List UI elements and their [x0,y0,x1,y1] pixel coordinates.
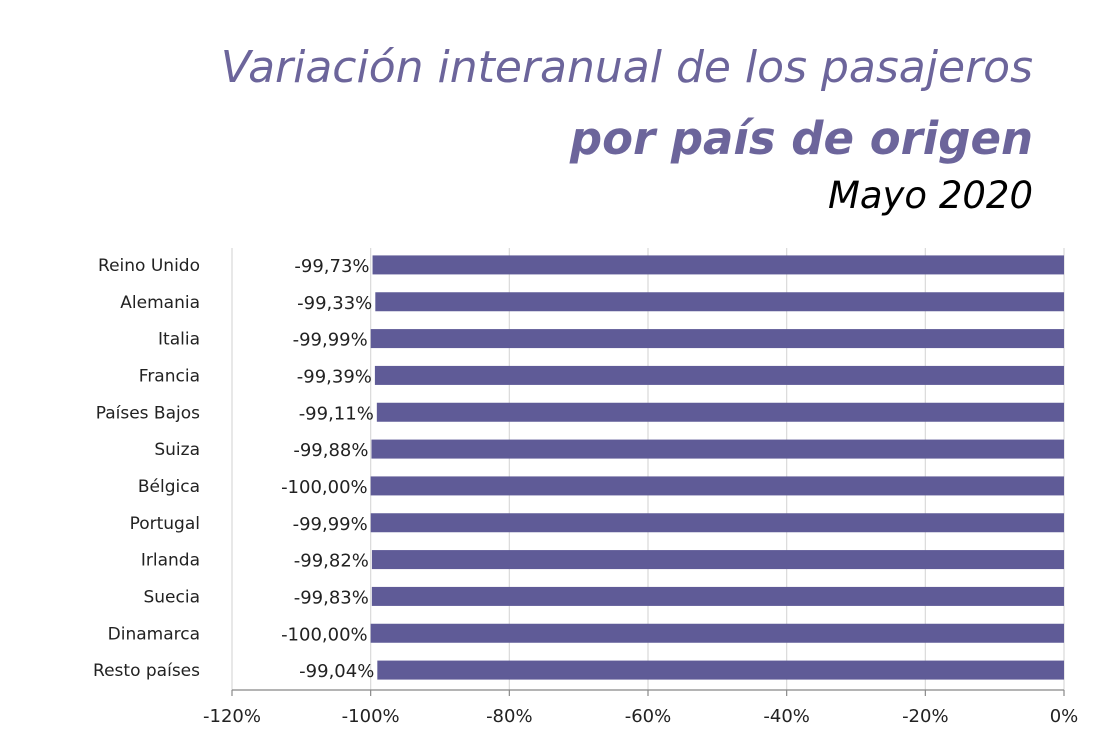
bar [371,586,1064,606]
chart-period: Mayo 2020 [827,174,1033,217]
category-label: Países Bajos [96,403,200,423]
bar [371,550,1064,570]
category-label: Reino Unido [98,256,200,276]
bar [370,513,1065,533]
chart-subtitle: por país de origen [569,112,1033,165]
data-label: -99,04% [299,661,374,682]
data-label: -99,88% [293,440,368,461]
bar [370,623,1065,643]
category-label: Suecia [143,587,200,607]
bar [377,660,1065,680]
category-label: Italia [158,330,200,350]
data-label: -99,73% [294,256,369,277]
data-label: -99,33% [297,293,372,314]
bar [374,365,1064,385]
bar [372,255,1064,275]
data-label: -100,00% [281,477,368,498]
x-tick-label: -20% [902,706,949,727]
data-label: -99,11% [299,403,374,424]
bar [370,476,1065,496]
x-tick-label: -60% [625,706,672,727]
x-tick-label: -40% [763,706,810,727]
x-tick-label: -80% [486,706,533,727]
bar [371,439,1064,459]
data-label: -99,82% [294,551,369,572]
category-label: Francia [139,366,200,386]
x-tick-label: -120% [203,706,261,727]
category-label: Resto países [93,661,200,681]
data-label: -99,83% [294,587,369,608]
x-tick-label: -100% [342,706,400,727]
chart-title: Variación interanual de los pasajeros [220,42,1033,93]
category-label: Alemania [120,293,200,313]
category-label: Dinamarca [108,624,200,644]
data-label: -99,39% [297,366,372,387]
bar [376,402,1064,422]
category-label: Bélgica [138,477,200,497]
data-label: -99,99% [293,514,368,535]
category-label: Portugal [130,514,200,534]
category-label: Suiza [154,440,200,460]
bar [370,329,1065,349]
x-tick-label: 0% [1050,706,1079,727]
data-label: -99,99% [293,330,368,351]
data-label: -100,00% [281,624,368,645]
bar [375,292,1064,312]
category-label: Irlanda [141,551,200,571]
